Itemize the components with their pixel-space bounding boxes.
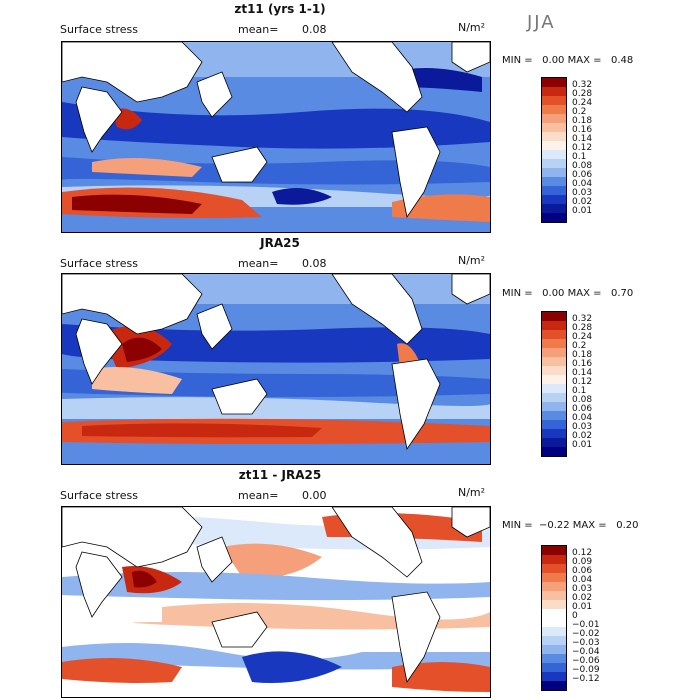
colorbar-label: 0.04: [572, 575, 593, 585]
colorbar-label: 0.08: [572, 161, 593, 171]
colorbar-label: −0.06: [572, 656, 600, 666]
colorbar-label: 0.12: [572, 377, 593, 387]
colorbar-label: 0.06: [572, 404, 593, 414]
stress-map: [61, 506, 491, 698]
stress-map: [61, 273, 491, 465]
colorbar-label: −0.09: [572, 665, 600, 675]
stress-map: [61, 41, 491, 233]
colorbar-label: 0.04: [572, 179, 593, 189]
mean-value: 0.08: [302, 257, 327, 270]
colorbar-label: 0.04: [572, 413, 593, 423]
colorbar-label: −0.12: [572, 674, 600, 684]
mean-value: 0.08: [302, 23, 327, 36]
colorbar-label: 0.32: [572, 80, 593, 90]
mean-value: 0.00: [302, 489, 327, 502]
panel-title: JRA25: [260, 236, 300, 250]
field-label: Surface stress: [60, 23, 138, 36]
field-label: Surface stress: [60, 257, 138, 270]
units-label: N/m²: [458, 486, 486, 499]
colorbar-label: 0.01: [572, 440, 593, 450]
colorbar-label: 0.06: [572, 566, 593, 576]
colorbar-label: 0.12: [572, 143, 593, 153]
colorbar-ramp: [541, 311, 567, 457]
colorbar-label: 0.24: [572, 98, 593, 108]
colorbar-label: 0.28: [572, 323, 593, 333]
min-max-readout: MIN = 0.00 MAX = 0.70: [502, 288, 634, 299]
colorbar-label: 0.18: [572, 116, 593, 126]
colorbar-label: −0.01: [572, 620, 600, 630]
mean-label: mean=: [238, 489, 279, 502]
colorbar-label: −0.02: [572, 629, 600, 639]
colorbar-label: 0.1: [572, 152, 587, 162]
colorbar-label: 0.02: [572, 431, 593, 441]
colorbar-label: 0.28: [572, 89, 593, 99]
season-label: JJA: [527, 12, 556, 33]
colorbar-label: 0.08: [572, 395, 593, 405]
colorbar-label: 0.12: [572, 548, 593, 558]
colorbar-label: 0.03: [572, 584, 593, 594]
colorbar-label: 0.1: [572, 386, 587, 396]
colorbar-label: −0.04: [572, 647, 600, 657]
colorbar-label: 0: [572, 611, 578, 621]
mean-label: mean=: [238, 23, 279, 36]
units-label: N/m²: [458, 21, 486, 34]
panel-title: zt11 - JRA25: [238, 468, 322, 482]
colorbar-label: 0.16: [572, 359, 593, 369]
units-label: N/m²: [458, 254, 486, 267]
colorbar-label: 0.06: [572, 170, 593, 180]
colorbar-ramp: [541, 77, 567, 223]
colorbar-label: 0.02: [572, 593, 593, 603]
colorbar-label: −0.03: [572, 638, 600, 648]
colorbar-ramp: [541, 545, 567, 691]
colorbar-label: 0.2: [572, 341, 587, 351]
panel-title: zt11 (yrs 1-1): [234, 2, 326, 16]
min-max-readout: MIN = −0.22 MAX = 0.20: [502, 520, 639, 531]
colorbar-label: 0.09: [572, 557, 593, 567]
field-label: Surface stress: [60, 489, 138, 502]
colorbar-label: 0.18: [572, 350, 593, 360]
min-max-readout: MIN = 0.00 MAX = 0.48: [502, 55, 634, 66]
colorbar-label: 0.16: [572, 125, 593, 135]
colorbar-label: 0.01: [572, 206, 593, 216]
colorbar-label: 0.01: [572, 602, 593, 612]
colorbar-label: 0.03: [572, 422, 593, 432]
colorbar-label: 0.32: [572, 314, 593, 324]
colorbar-label: 0.03: [572, 188, 593, 198]
colorbar-label: 0.14: [572, 368, 593, 378]
colorbar-label: 0.02: [572, 197, 593, 207]
colorbar-label: 0.24: [572, 332, 593, 342]
colorbar-label: 0.14: [572, 134, 593, 144]
mean-label: mean=: [238, 257, 279, 270]
colorbar-label: 0.2: [572, 107, 587, 117]
